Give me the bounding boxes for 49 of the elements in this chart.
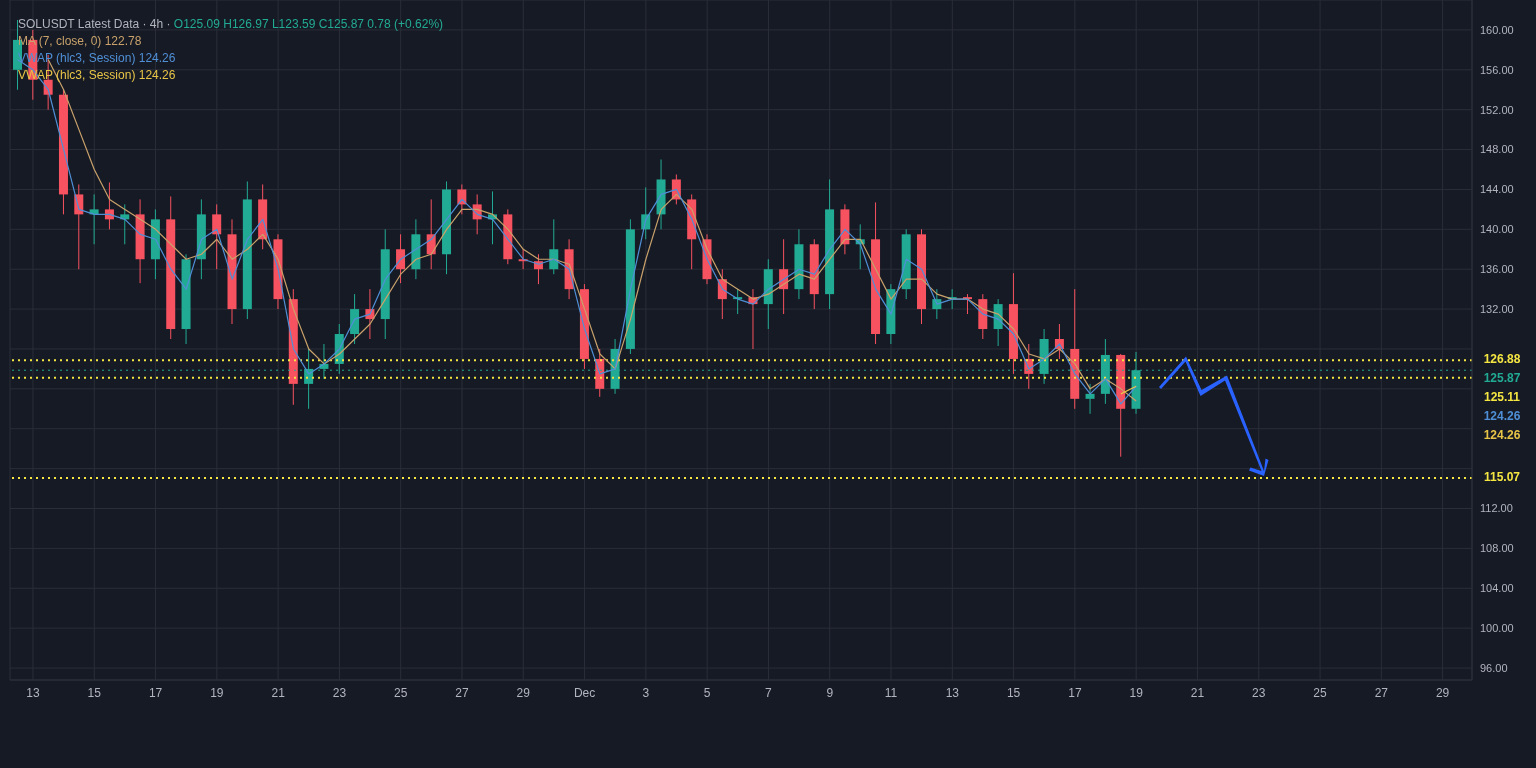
x-tick-label: 21: [271, 685, 286, 700]
x-tick-label: 11: [884, 685, 898, 700]
x-tick-label: 15: [1006, 685, 1021, 700]
x-tick-label: 27: [1374, 685, 1389, 700]
x-tick-label: 19: [210, 685, 224, 700]
y-tick-label: 160.00: [1480, 23, 1514, 36]
x-tick-label: 21: [1190, 685, 1205, 700]
ref-line-label: 126.88: [1482, 351, 1522, 369]
y-tick-label: 136.00: [1480, 263, 1514, 276]
y-tick-label: 156.00: [1480, 63, 1514, 76]
x-tick-label: 25: [1313, 685, 1328, 700]
text: 124.26: [1482, 408, 1522, 426]
y-tick-label: 140.00: [1480, 223, 1514, 236]
x-tick-label: 13: [26, 685, 40, 700]
candlestick: [1085, 383, 1095, 415]
text: SOLUSDT Latest Data · 4h ·: [18, 17, 171, 31]
ref-line-label: 115.07: [1482, 468, 1521, 486]
candlestick: [549, 218, 559, 275]
x-tick-label: 27: [455, 685, 469, 700]
text: 124.26: [1482, 427, 1522, 445]
x-tick-label: 17: [148, 685, 163, 700]
x-tick-label: 7: [765, 685, 773, 700]
y-tick-label: 100.00: [1480, 622, 1514, 635]
x-tick-label: Dec: [573, 685, 596, 700]
x-tick-label: 19: [1129, 685, 1144, 700]
x-tick-label: 23: [332, 685, 347, 700]
y-tick-label: 132.00: [1480, 303, 1514, 315]
text: O125.09 H126.97 L123.59 C125.87 0.78 (+0.62%): [173, 17, 444, 31]
x-tick-label: 23: [1252, 685, 1266, 700]
x-tick-label: 13: [945, 685, 960, 700]
x-tick-label: 9: [826, 685, 834, 700]
x-tick-label: 5: [703, 685, 711, 700]
y-tick-label: 144.00: [1480, 183, 1514, 196]
y-tick-label: 148.00: [1480, 143, 1514, 156]
y-tick-label: 108.00: [1480, 542, 1514, 555]
y-tick-label: 152.00: [1480, 103, 1514, 116]
x-tick-label: 15: [87, 685, 102, 700]
x-tick-label: 29: [1435, 685, 1450, 700]
y-tick-label: 112.00: [1480, 502, 1513, 515]
x-tick-label: 3: [642, 685, 650, 700]
candlestick: [396, 233, 406, 284]
ref-line-label: 125.11: [1482, 389, 1521, 407]
ref-line-label: 125.87: [1482, 370, 1522, 388]
candlestick: [212, 203, 222, 270]
x-tick-label: 25: [394, 685, 408, 700]
x-tick-label: 29: [516, 685, 531, 700]
y-tick-label: 96.00: [1480, 661, 1508, 674]
x-tick-label: 17: [1068, 685, 1082, 700]
y-tick-label: 104.00: [1480, 582, 1514, 595]
